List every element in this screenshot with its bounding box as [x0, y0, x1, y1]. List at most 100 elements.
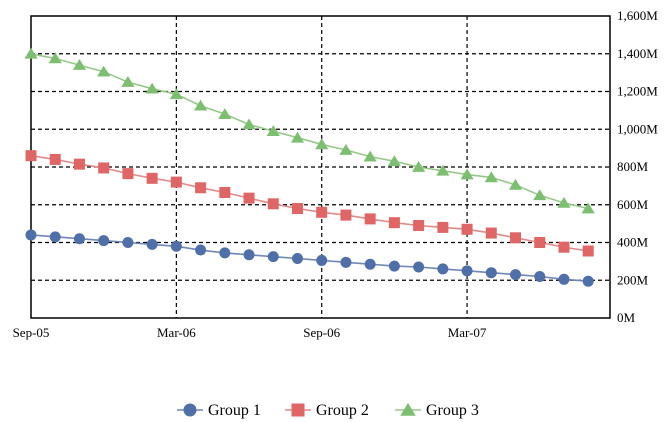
- data-point: [170, 240, 182, 252]
- data-point: [340, 209, 352, 221]
- data-point: [437, 221, 449, 233]
- grid: [31, 16, 610, 318]
- legend-marker: [400, 402, 416, 416]
- data-point: [146, 238, 158, 250]
- series-3: [24, 47, 595, 214]
- data-point: [485, 267, 497, 279]
- data-point: [533, 189, 547, 201]
- y-tick-label: 0M: [617, 310, 636, 325]
- data-point: [195, 244, 207, 256]
- data-point: [534, 270, 546, 282]
- data-point: [363, 150, 377, 162]
- y-tick-label: 1,400M: [617, 46, 658, 61]
- legend-label: Group 2: [316, 402, 369, 419]
- data-point: [460, 168, 474, 180]
- y-tick-label: 800M: [617, 159, 649, 174]
- data-point: [388, 217, 400, 229]
- data-point: [510, 269, 522, 281]
- data-point: [195, 182, 207, 194]
- x-tick-label: Sep-05: [13, 325, 50, 340]
- legend-item: Group 1: [177, 402, 261, 419]
- legend-label: Group 3: [426, 402, 479, 419]
- data-point: [557, 196, 571, 208]
- data-point: [98, 235, 110, 247]
- data-point: [121, 76, 135, 87]
- x-tick-label: Sep-06: [303, 325, 340, 340]
- y-tick-label: 1,200M: [617, 84, 658, 99]
- data-point: [316, 206, 328, 218]
- legend-marker: [183, 403, 197, 417]
- data-point: [290, 131, 305, 143]
- data-point: [291, 253, 303, 265]
- series-layer: [24, 47, 595, 287]
- series-line: [30, 154, 589, 252]
- data-point: [25, 229, 37, 241]
- data-point: [485, 227, 497, 239]
- data-point: [339, 143, 353, 155]
- data-point: [48, 52, 62, 64]
- legend: Group 1 Group 2 Group 3: [177, 402, 479, 419]
- plot-area-frame: [30, 15, 611, 319]
- data-point: [218, 108, 232, 119]
- data-point: [72, 59, 87, 70]
- data-point: [49, 231, 61, 243]
- data-point: [437, 263, 449, 275]
- data-point: [484, 171, 498, 183]
- data-point: [25, 150, 37, 162]
- data-point: [266, 125, 280, 136]
- data-point: [582, 245, 594, 257]
- y-tick-label: 200M: [617, 272, 649, 287]
- data-point: [170, 176, 182, 188]
- data-point: [122, 237, 134, 248]
- data-point: [267, 251, 279, 263]
- data-point: [558, 241, 570, 253]
- data-point: [534, 237, 546, 248]
- data-point: [436, 164, 450, 176]
- legend-label: Group 1: [208, 402, 261, 419]
- data-point: [582, 275, 594, 287]
- data-point: [558, 273, 570, 285]
- series-line: [30, 53, 589, 210]
- y-tick-label: 400M: [617, 235, 649, 250]
- x-tick-label: Mar-07: [448, 325, 487, 340]
- data-point: [388, 260, 400, 272]
- x-axis-ticks: Sep-05 Mar-06 Sep-06 Mar-07: [13, 325, 487, 340]
- data-point: [24, 47, 38, 59]
- legend-item: Group 3: [395, 402, 479, 419]
- y-tick-label: 600M: [617, 197, 649, 212]
- data-point: [267, 198, 279, 210]
- series-2: [25, 150, 594, 257]
- data-point: [243, 249, 255, 261]
- data-point: [364, 213, 376, 225]
- data-point: [412, 160, 426, 172]
- data-point: [169, 88, 183, 100]
- data-point: [73, 158, 85, 170]
- y-tick-label: 1,600M: [617, 8, 658, 23]
- data-point: [219, 186, 231, 198]
- data-point: [340, 256, 352, 268]
- data-point: [413, 220, 425, 232]
- data-point: [122, 168, 134, 180]
- data-point: [387, 155, 401, 167]
- data-point: [242, 118, 256, 130]
- legend-item: Group 2: [285, 402, 369, 419]
- y-axis-ticks: 0M 200M 400M 600M 800M 1,000M 1,200M 1,400M 1,60…: [617, 8, 658, 325]
- data-point: [97, 65, 111, 77]
- data-point: [145, 82, 159, 94]
- data-point: [508, 178, 523, 190]
- data-point: [413, 261, 425, 273]
- data-point: [315, 138, 329, 150]
- data-point: [291, 203, 303, 215]
- data-point: [364, 258, 376, 270]
- data-point: [243, 192, 255, 204]
- data-point: [73, 233, 85, 245]
- y-tick-label: 1,000M: [617, 121, 658, 136]
- data-point: [193, 99, 208, 111]
- data-point: [581, 202, 595, 214]
- data-point: [316, 254, 328, 266]
- data-point: [49, 153, 61, 165]
- data-point: [461, 223, 473, 235]
- data-point: [219, 247, 231, 259]
- data-point: [510, 232, 522, 244]
